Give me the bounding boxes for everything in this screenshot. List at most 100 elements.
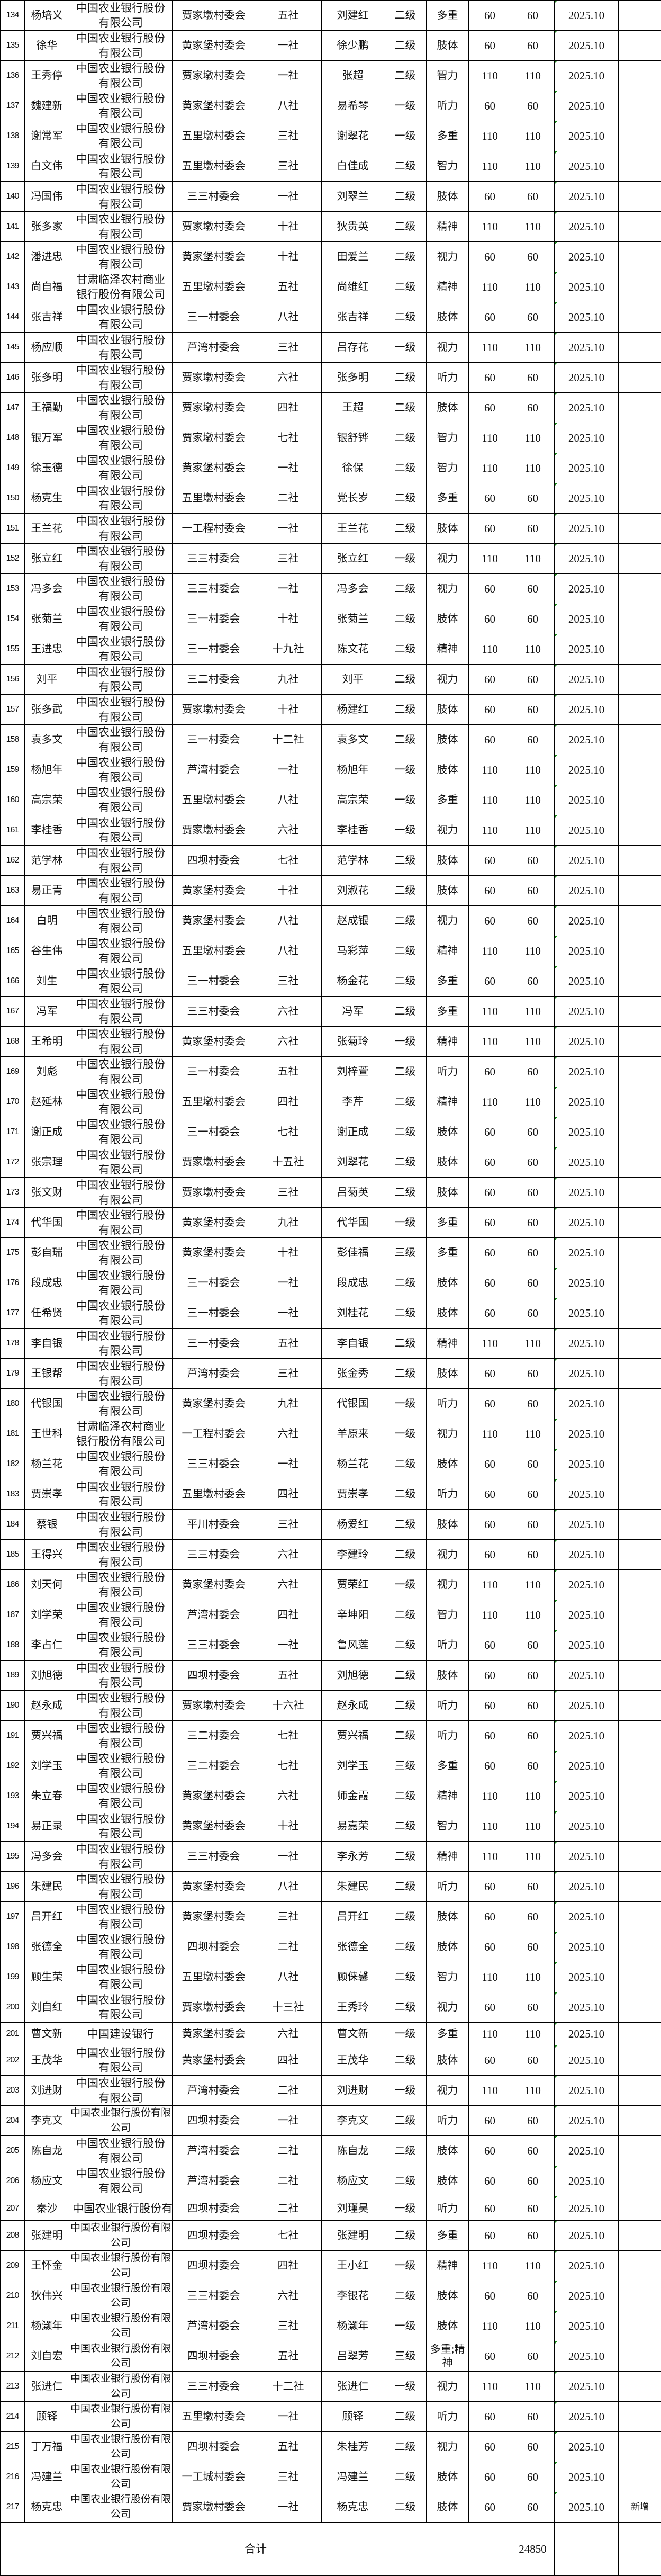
disability-type: 多重: [427, 1208, 469, 1238]
remark: [619, 514, 661, 544]
standard-amount: 110: [469, 1600, 511, 1630]
disability-level: 一级: [384, 2196, 427, 2221]
payment-month: 2025.10: [555, 2045, 619, 2076]
disabled-person-name: 李桂香: [322, 815, 384, 846]
disability-type: 听力: [427, 1721, 469, 1751]
remark: [619, 182, 661, 212]
row-number: 160: [1, 785, 25, 815]
village-committee: 一工程村委会: [173, 514, 255, 544]
village-committee: 三三村委会: [173, 2372, 255, 2402]
row-number: 134: [1, 1, 25, 31]
applicant-name: 李克文: [25, 2106, 69, 2136]
village-committee: 贾家墩村委会: [173, 423, 255, 453]
bank-name: 中国农业银行股份有限公司: [69, 2492, 173, 2523]
disability-level: 二级: [384, 846, 427, 876]
bank-name: 中国农业银行股份有限公司: [69, 665, 173, 695]
group: 五社: [255, 1057, 322, 1087]
disabled-person-name: 冯军: [322, 997, 384, 1027]
paid-amount: 60: [511, 1691, 555, 1721]
bank-name: 甘肃临泽农村商业银行股份有限公司: [69, 1419, 173, 1449]
bank-name: 中国农业银行股份有限公司: [69, 1389, 173, 1419]
village-committee: 贾家墩村委会: [173, 1, 255, 31]
payment-month: 2025.10: [555, 2106, 619, 2136]
payment-month: 2025.10: [555, 1540, 619, 1570]
disability-type: 听力: [427, 1057, 469, 1087]
group: 五社: [255, 2432, 322, 2462]
payment-month: 2025.10: [555, 393, 619, 423]
group: 七社: [255, 1117, 322, 1147]
village-committee: 贾家墩村委会: [173, 695, 255, 725]
remark: [619, 363, 661, 393]
row-number: 142: [1, 242, 25, 272]
disability-level: 二级: [384, 634, 427, 665]
applicant-name: 赵延林: [25, 1087, 69, 1117]
village-committee: 贾家墩村委会: [173, 61, 255, 91]
paid-amount: 60: [511, 1057, 555, 1087]
disabled-person-name: 杨建红: [322, 695, 384, 725]
group: 七社: [255, 1721, 322, 1751]
village-committee: 贾家墩村委会: [173, 363, 255, 393]
row-number: 202: [1, 2045, 25, 2076]
disabled-person-name: 刘平: [322, 665, 384, 695]
payment-month: 2025.10: [555, 1842, 619, 1872]
disabled-person-name: 辛坤阳: [322, 1600, 384, 1630]
village-committee: 芦湾村委会: [173, 1359, 255, 1389]
paid-amount: 60: [511, 1479, 555, 1510]
village-committee: 五里墩村委会: [173, 1962, 255, 1992]
standard-amount: 110: [469, 121, 511, 151]
bank-name: 中国农业银行股份有限公司: [69, 1842, 173, 1872]
bank-name: 中国农业银行股份有限公司: [69, 2251, 173, 2281]
bank-name: 中国农业银行股份有限公司: [69, 2281, 173, 2311]
disability-level: 一级: [384, 1027, 427, 1057]
standard-amount: 60: [469, 1178, 511, 1208]
row-number: 203: [1, 2076, 25, 2106]
bank-name: 中国农业银行股份有限公司: [69, 1298, 173, 1329]
disability-type: 视力: [427, 574, 469, 604]
disability-type: 听力: [427, 2196, 469, 2221]
total-remark-empty: [619, 2523, 661, 2576]
disability-type: 智力: [427, 423, 469, 453]
disabled-person-name: 朱桂芳: [322, 2432, 384, 2462]
group: 十五社: [255, 1147, 322, 1178]
disability-type: 肢体: [427, 2136, 469, 2166]
applicant-name: 彭自瑞: [25, 1238, 69, 1268]
group: 十社: [255, 695, 322, 725]
standard-amount: 110: [469, 785, 511, 815]
bank-name: 中国农业银行股份有限公司: [69, 815, 173, 846]
disability-level: 二级: [384, 1540, 427, 1570]
village-committee: 黄家堡村委会: [173, 1570, 255, 1600]
standard-amount: 60: [469, 1932, 511, 1962]
disabled-person-name: 段成忠: [322, 1268, 384, 1298]
remark: [619, 544, 661, 574]
disability-level: 二级: [384, 31, 427, 61]
standard-amount: 110: [469, 151, 511, 182]
bank-name: 中国农业银行股份有限公司: [69, 1449, 173, 1479]
disability-type: 听力: [427, 2402, 469, 2432]
remark: [619, 936, 661, 966]
bank-name: 中国农业银行股份有限公司: [69, 2045, 173, 2076]
applicant-name: 杨应文: [25, 2166, 69, 2196]
payment-month: 2025.10: [555, 1510, 619, 1540]
remark: [619, 1721, 661, 1751]
disability-type: 肢体: [427, 1932, 469, 1962]
group: 六社: [255, 1781, 322, 1811]
group: 二社: [255, 483, 322, 514]
village-committee: 四坝村委会: [173, 2251, 255, 2281]
paid-amount: 110: [511, 936, 555, 966]
applicant-name: 李占仁: [25, 1630, 69, 1661]
payment-month: 2025.10: [555, 31, 619, 61]
village-committee: 黄家堡村委会: [173, 242, 255, 272]
group: 一社: [255, 2402, 322, 2432]
standard-amount: 60: [469, 2462, 511, 2492]
village-committee: 三一村委会: [173, 1329, 255, 1359]
disability-type: 视力: [427, 665, 469, 695]
village-committee: 贾家墩村委会: [173, 1691, 255, 1721]
payment-month: 2025.10: [555, 1872, 619, 1902]
